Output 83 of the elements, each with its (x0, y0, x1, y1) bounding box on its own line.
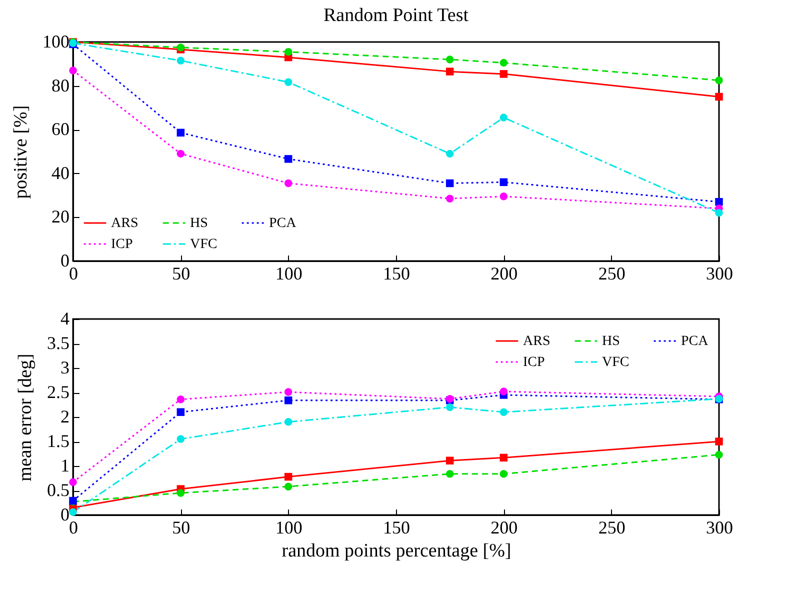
y-tick-label: 0 (60, 250, 70, 270)
point (284, 48, 292, 56)
point (176, 395, 185, 404)
point (715, 450, 723, 459)
legend-label: VFC (602, 355, 630, 370)
y-tick-label: 20 (52, 206, 70, 227)
x-tick-label: 50 (172, 518, 190, 538)
x-tick-label: 200 (490, 264, 518, 284)
x-tick-label: 150 (383, 264, 410, 284)
x-tick-label: 250 (598, 264, 626, 284)
y-tick-label: 100 (42, 32, 70, 52)
point (715, 438, 723, 446)
point (715, 198, 723, 206)
point (284, 388, 292, 396)
y-tick-label: 1.5 (47, 431, 70, 451)
point (176, 408, 185, 416)
y-tick-label: 40 (52, 162, 70, 183)
point (446, 456, 454, 464)
y-axis-title: mean error [deg] (15, 354, 36, 482)
legend-label: ICP (111, 237, 133, 252)
y-tick-label: 2 (60, 406, 70, 426)
y-tick-label: 4 (60, 308, 70, 328)
x-axis-title: random points percentage [%] (282, 540, 512, 562)
point (176, 489, 185, 497)
point (715, 92, 723, 101)
point (284, 78, 292, 86)
legend-label: ARS (523, 334, 550, 349)
x-tick-label: 200 (490, 518, 518, 538)
x-tick-label: 100 (275, 518, 302, 538)
y-tick-label: 3.5 (47, 333, 70, 353)
point (284, 179, 292, 188)
point (284, 155, 292, 163)
point (176, 435, 185, 443)
y-tick-label: 2.5 (47, 382, 70, 402)
point (176, 56, 185, 64)
point (446, 56, 454, 64)
x-tick-label: 150 (383, 518, 410, 538)
point (500, 454, 508, 462)
point (500, 388, 508, 396)
point (284, 482, 292, 490)
legend-label: ARS (111, 216, 138, 231)
x-tick-label: 300 (706, 264, 733, 284)
y-tick-label: 80 (52, 75, 70, 96)
x-tick-label: 50 (172, 264, 190, 284)
point (446, 403, 454, 412)
y-tick-label: 0.5 (47, 480, 70, 500)
point (446, 179, 454, 188)
legend-label: VFC (190, 237, 218, 252)
point (715, 76, 723, 84)
point (500, 470, 508, 478)
point (500, 178, 508, 186)
x-tick-label: 300 (706, 518, 733, 538)
x-tick-label: 100 (275, 264, 302, 284)
legend-label: HS (190, 216, 208, 231)
y-tick-label: 0 (60, 504, 70, 524)
legend-label: HS (602, 334, 620, 349)
point (500, 408, 508, 416)
point (500, 58, 508, 67)
point (284, 396, 292, 404)
chart-title: Random Point Test (323, 5, 470, 26)
point (69, 508, 77, 516)
y-tick-label: 3 (60, 358, 70, 378)
legend-label: PCA (681, 334, 710, 349)
legend-label: PCA (269, 216, 298, 231)
point (69, 478, 77, 486)
point (284, 418, 292, 426)
point (446, 470, 454, 478)
point (446, 68, 454, 76)
point (500, 70, 508, 78)
x-tick-label: 250 (598, 518, 626, 538)
point (446, 150, 454, 158)
point (69, 66, 77, 74)
legend-label: ICP (523, 355, 545, 370)
y-tick-label: 60 (52, 119, 70, 140)
point (176, 150, 185, 158)
point (446, 194, 454, 202)
y-tick-label: 1 (60, 456, 70, 476)
point (176, 128, 185, 137)
point (715, 208, 723, 217)
point (500, 192, 508, 200)
y-axis-title: positive [%] (10, 105, 32, 199)
point (500, 114, 508, 122)
point (284, 472, 292, 481)
